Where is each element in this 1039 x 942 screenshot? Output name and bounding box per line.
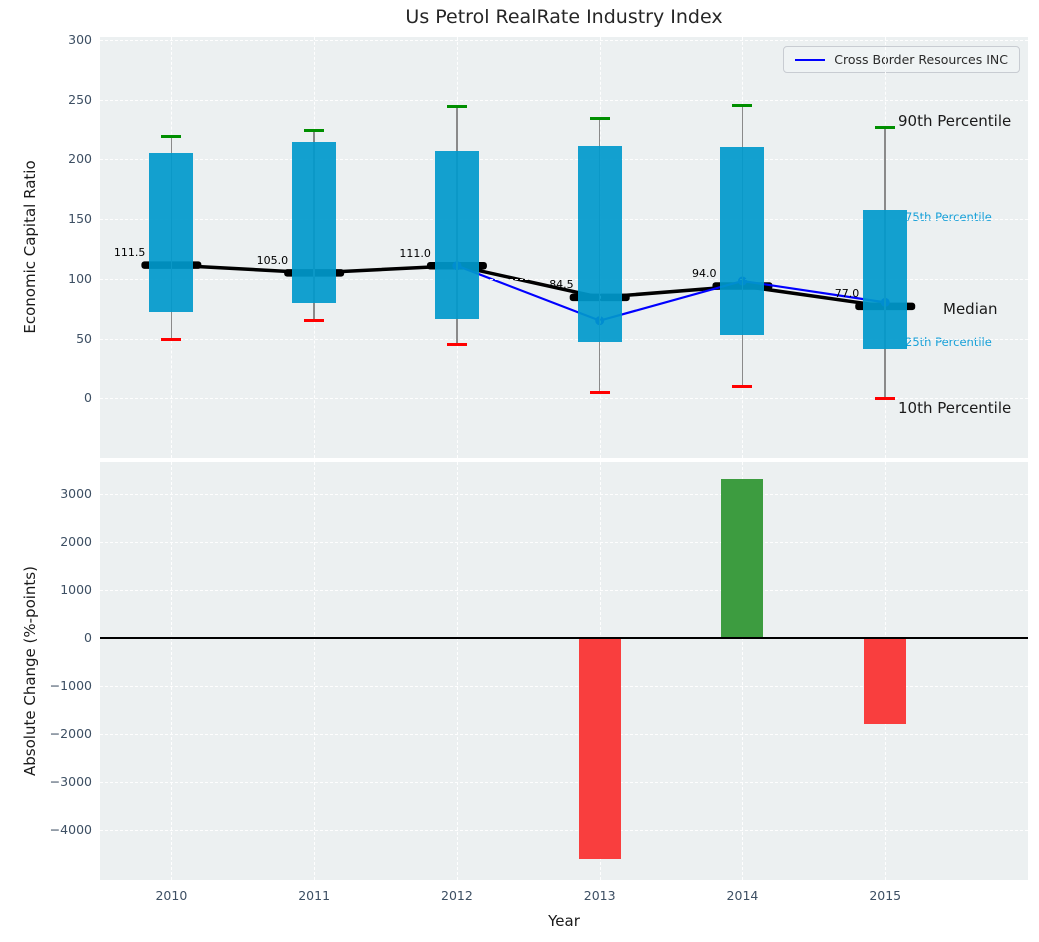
iqr-box-2014 [720,147,765,335]
annotation-25th-percentile: 25th Percentile [905,335,992,350]
chart-title: Us Petrol RealRate Industry Index [405,6,723,28]
gridline [742,462,744,880]
change-bar-2014 [721,478,764,639]
gridline [100,734,1028,736]
gridline [456,462,458,880]
y-tick-label: −2000 [49,726,92,742]
bottom-y-axis-label: Absolute Change (%-points) [21,566,39,776]
y-tick-label: −4000 [49,822,92,838]
y-tick-label: 0 [84,390,92,406]
p10-cap-2015 [875,396,896,400]
p90-cap-2010 [161,135,182,139]
x-tick-label: 2014 [726,888,759,903]
y-tick-label: 0 [84,630,92,646]
x-tick-label: 2012 [441,888,473,903]
y-tick-label: −3000 [49,774,92,790]
gridline [100,338,1028,340]
p10-cap-2012 [446,343,467,347]
gridline [314,462,316,880]
y-tick-label: 250 [68,91,92,107]
legend: Cross Border Resources INC [783,46,1020,73]
x-tick-label: 2013 [583,888,616,903]
p10-cap-2014 [732,384,753,388]
change-bar-2013 [578,638,621,860]
x-tick-label: 2010 [155,888,188,903]
y-tick-label: −1000 [49,678,92,694]
p90-cap-2014 [732,104,753,108]
gridline [100,542,1028,544]
y-tick-label: 3000 [60,486,92,502]
x-tick-label: 2011 [298,888,331,903]
gridline [100,494,1028,496]
top-plot-area: 90th Percentile 75th Percentile Median 2… [100,37,1028,458]
x-axis-label: Year [548,912,580,930]
gridline [100,39,1028,41]
iqr-box-2010 [149,153,194,313]
p10-cap-2013 [589,390,610,394]
y-tick-label: 150 [68,211,92,227]
y-tick-label: 100 [68,270,92,286]
gridline [100,782,1028,784]
change-bar-2015 [864,638,907,725]
gridline [100,159,1028,161]
bottom-plot-area [100,462,1028,880]
gridline [171,462,173,880]
median-value-label: 111.0 [399,246,431,260]
median-value-label: 77.0 [834,287,860,301]
p10-cap-2010 [161,338,182,342]
company-line [456,264,886,322]
median-value-label: 105.0 [256,253,289,267]
annotation-75th-percentile: 75th Percentile [905,209,992,224]
y-tick-label: 200 [68,151,92,167]
gridline [100,398,1028,400]
p90-cap-2015 [875,125,896,129]
y-tick-label: 1000 [60,582,92,598]
legend-label: Cross Border Resources INC [834,52,1008,67]
gridline [100,99,1028,101]
median-value-label: 111.5 [113,246,146,260]
p10-cap-2011 [304,319,325,323]
top-y-axis-label: Economic Capital Ratio [21,160,39,334]
annotation-90th-percentile: 90th Percentile [898,111,1012,130]
y-tick-label: 2000 [60,534,92,550]
y-tick-label: 50 [76,330,92,346]
iqr-box-2012 [434,151,479,320]
p90-cap-2012 [446,105,467,109]
gridline [100,830,1028,832]
median-value-label: 84.5 [549,278,574,292]
x-tick-label: 2015 [869,888,902,903]
gridline [100,686,1028,688]
p90-cap-2013 [589,117,610,121]
annotation-10th-percentile: 10th Percentile [898,399,1012,418]
gridline [100,219,1028,221]
annotation-median: Median [943,300,998,319]
iqr-box-2015 [863,209,908,350]
y-tick-label: 300 [68,31,92,47]
p90-cap-2011 [304,129,325,133]
zero-line [100,637,1028,640]
median-value-label: 94.0 [691,267,717,281]
gridline [100,590,1028,592]
iqr-box-2013 [577,146,622,343]
gridline [100,278,1028,280]
iqr-box-2011 [292,141,337,303]
legend-line-sample [795,58,826,61]
